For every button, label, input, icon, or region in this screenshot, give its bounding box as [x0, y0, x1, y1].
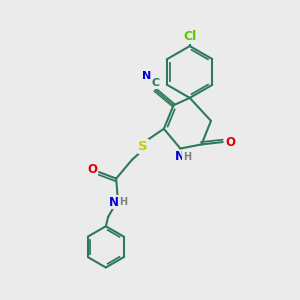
Text: C: C [151, 79, 159, 88]
Text: N: N [142, 71, 152, 81]
Text: O: O [225, 136, 235, 148]
Text: O: O [88, 163, 98, 176]
Text: N: N [175, 150, 185, 163]
Text: Cl: Cl [183, 30, 196, 43]
Text: S: S [138, 140, 148, 153]
Text: H: H [119, 197, 128, 207]
Text: N: N [109, 196, 119, 208]
Text: H: H [183, 152, 191, 162]
